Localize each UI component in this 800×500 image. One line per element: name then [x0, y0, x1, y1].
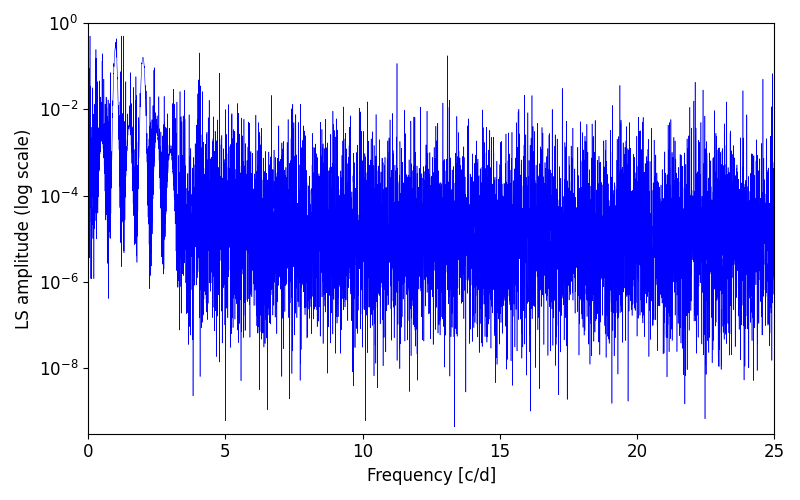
X-axis label: Frequency [c/d]: Frequency [c/d] — [366, 467, 496, 485]
Y-axis label: LS amplitude (log scale): LS amplitude (log scale) — [15, 128, 33, 328]
